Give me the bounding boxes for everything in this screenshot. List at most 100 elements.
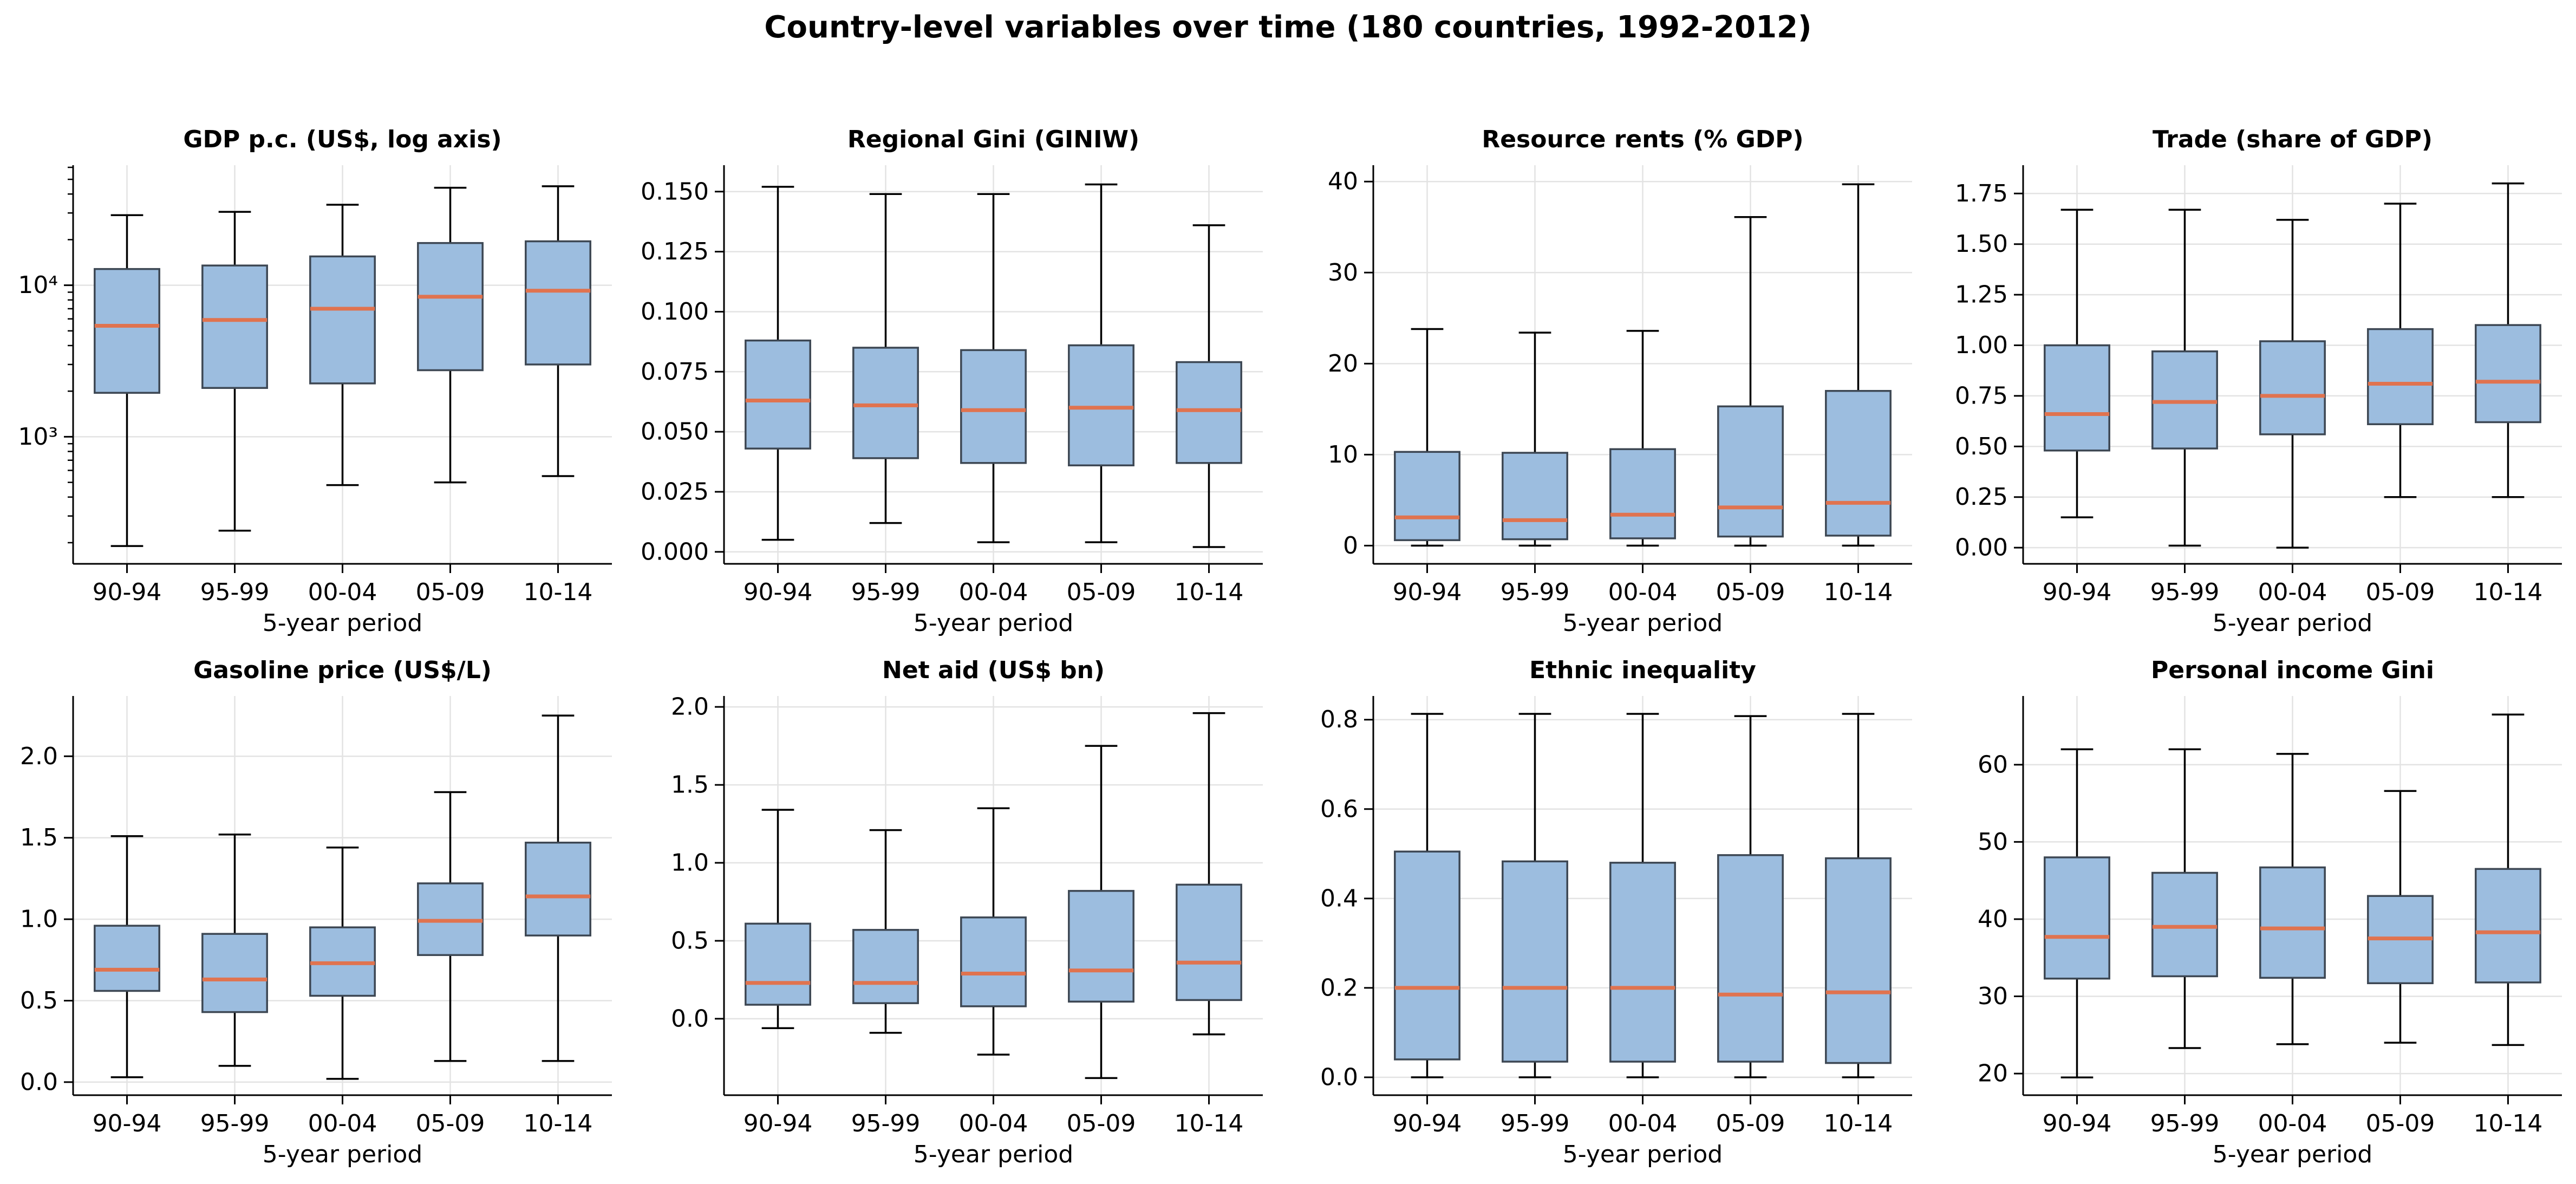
subplot-title: Regional Gini (GINIW) [847, 126, 1139, 153]
y-tick-label: 1.0 [671, 849, 709, 877]
box-00-04 [1609, 713, 1676, 1078]
box-iqr [2367, 328, 2434, 425]
subplot-title: Resource rents (% GDP) [1482, 126, 1803, 153]
box-iqr [1609, 862, 1676, 1063]
y-tick-label: 0.5 [671, 927, 709, 954]
box-iqr [525, 841, 591, 936]
box-iqr [1825, 389, 1892, 537]
x-tick-label: 10-14 [1175, 1110, 1244, 1137]
y-tick-label: 40 [1328, 168, 1358, 196]
box-95-99 [852, 829, 919, 1034]
box-10-14 [2475, 713, 2541, 1046]
y-tick-label: 0.8 [1320, 706, 1358, 733]
box-10-14 [1825, 713, 1892, 1078]
y-tick-label: 1.0 [20, 906, 58, 933]
box-iqr [2151, 350, 2218, 450]
figure-title: Country-level variables over time (180 c… [764, 10, 1812, 45]
y-tick-label: 0.025 [641, 478, 709, 505]
box-00-04 [960, 807, 1027, 1056]
box-05-09 [417, 791, 484, 1062]
subplot-2: 0.000 0.025 0.050 0.075 0.100 0.125 0.150 90-94… [641, 126, 1263, 637]
x-tick-label: 05-09 [1716, 578, 1785, 606]
box-iqr [745, 922, 811, 1006]
y-tick-label: 0.25 [1955, 483, 2008, 511]
box-05-09 [1717, 715, 1784, 1078]
box-00-04 [2259, 753, 2326, 1045]
x-tick-label: 10-14 [1175, 578, 1244, 606]
subplot-8: 20 30 40 50 60 90-94 95-99 00-04 05-09 10-14 Perso… [1978, 656, 2562, 1168]
box-10-14 [1176, 224, 1242, 548]
y-tick-label: 50 [1978, 828, 2008, 856]
box-00-04 [960, 193, 1027, 543]
box-90-94 [1394, 713, 1460, 1078]
x-tick-label: 00-04 [959, 578, 1028, 606]
box-90-94 [1394, 328, 1460, 547]
box-95-99 [1502, 331, 1568, 547]
x-tick-label: 05-09 [1067, 578, 1136, 606]
x-tick-label: 10-14 [524, 1110, 593, 1137]
x-tick-label: 90-94 [2043, 578, 2112, 606]
y-tick-label: 30 [1978, 983, 2008, 1010]
x-tick-label: 05-09 [1067, 1110, 1136, 1137]
y-tick-label: 10⁴ [18, 271, 58, 299]
box-iqr [960, 349, 1027, 464]
box-iqr [94, 268, 160, 394]
y-tick-label: 20 [1978, 1060, 2008, 1088]
box-iqr [2259, 866, 2326, 979]
x-tick-label: 90-94 [93, 1110, 162, 1137]
box-iqr [745, 339, 811, 450]
box-iqr [94, 925, 160, 992]
y-tick-label: 0.075 [641, 358, 709, 386]
box-iqr [201, 933, 268, 1013]
y-tick-label: 60 [1978, 751, 2008, 778]
box-iqr [1394, 451, 1460, 542]
box-iqr [201, 264, 268, 389]
x-tick-label: 05-09 [416, 1110, 485, 1137]
x-tick-label: 10-14 [524, 578, 593, 606]
y-tick-label: 0 [1343, 532, 1358, 560]
y-tick-label: 10³ [18, 423, 58, 451]
x-tick-label: 00-04 [308, 578, 377, 606]
y-tick-label: 0.5 [20, 987, 58, 1014]
x-tick-label: 90-94 [1393, 578, 1462, 606]
x-tick-label: 00-04 [308, 1110, 377, 1137]
box-10-14 [525, 185, 591, 477]
box-95-99 [1502, 713, 1568, 1078]
y-tick-label: 0.2 [1320, 974, 1358, 1001]
box-95-99 [2151, 748, 2218, 1049]
box-05-09 [417, 186, 484, 484]
y-tick-label: 1.75 [1955, 180, 2008, 207]
subplot-title: Gasoline price (US$/L) [193, 656, 492, 684]
x-tick-label: 05-09 [416, 578, 485, 606]
x-tick-label: 95-99 [200, 1110, 270, 1137]
box-iqr [960, 916, 1027, 1007]
box-05-09 [1068, 745, 1134, 1079]
x-tick-label: 95-99 [200, 578, 270, 606]
box-iqr [1717, 405, 1784, 538]
box-iqr [1502, 452, 1568, 541]
x-tick-label: 00-04 [2258, 578, 2327, 606]
x-tick-label: 95-99 [851, 578, 921, 606]
x-tick-label: 95-99 [1501, 1110, 1570, 1137]
x-axis-label: 5-year period [263, 1141, 422, 1168]
x-axis-label: 5-year period [1563, 1141, 1723, 1168]
box-95-99 [852, 193, 919, 524]
subplot-3: 0 10 20 30 40 90-94 95-99 00-04 05-09 10-14 Resour… [1328, 126, 1912, 637]
box-iqr [1502, 860, 1568, 1063]
x-tick-label: 00-04 [1608, 578, 1678, 606]
box-iqr [852, 929, 919, 1004]
y-tick-label: 2.0 [20, 743, 58, 770]
box-iqr [525, 240, 591, 366]
y-tick-label: 0.125 [641, 238, 709, 265]
y-tick-label: 1.50 [1955, 230, 2008, 258]
y-tick-label: 0.050 [641, 418, 709, 446]
box-iqr [1825, 857, 1892, 1064]
subplot-title: GDP p.c. (US$, log axis) [183, 126, 501, 153]
subplot-title: Ethnic inequality [1529, 656, 1756, 684]
x-tick-label: 95-99 [2150, 578, 2220, 606]
box-90-94 [745, 809, 811, 1029]
y-tick-label: 0.75 [1955, 382, 2008, 409]
box-iqr [1176, 883, 1242, 1001]
y-tick-label: 0.000 [641, 538, 709, 565]
y-tick-label: 0.00 [1955, 534, 2008, 562]
